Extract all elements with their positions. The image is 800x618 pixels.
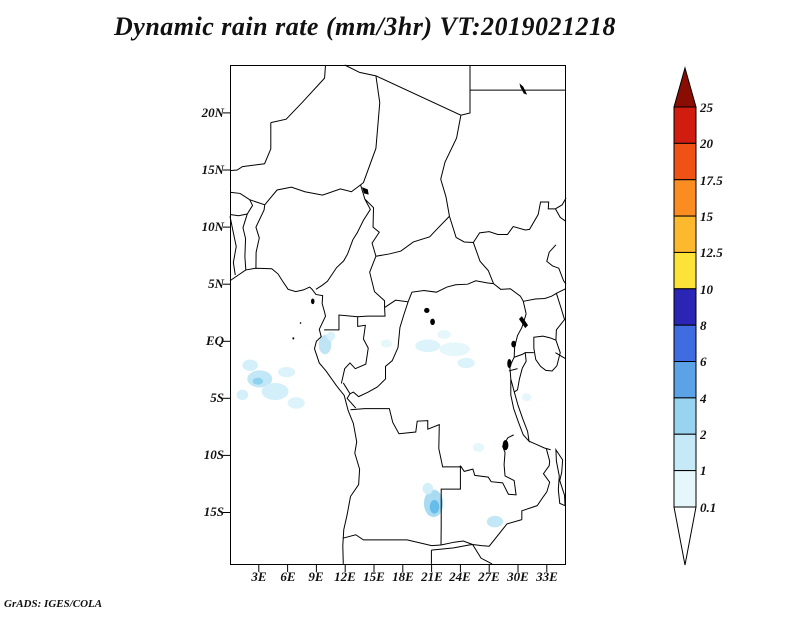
lon-label-12e: 12E [334, 569, 356, 584]
colorbar-label-12-5: 12.5 [700, 245, 723, 260]
colorbar-label-0-1: 0.1 [700, 500, 717, 515]
lon-label-6e: 6E [280, 569, 296, 584]
page-title: Dynamic rain rate (mm/3hr) VT:2019021218 [114, 12, 616, 41]
lon-label-33e: 33E [536, 569, 558, 584]
colorbar-label-8: 8 [700, 318, 707, 333]
colorbar-seg-6 [673, 361, 697, 399]
borders-west-path [230, 65, 361, 275]
coastline-path [230, 268, 360, 564]
colorbar-seg-2 [673, 433, 697, 472]
grads-credit: GrADS: IGES/COLA [4, 598, 103, 610]
lon-label-24e: 24E [449, 569, 471, 584]
lon-label-3e: 3E [251, 569, 267, 584]
colorbar-seg-4 [673, 397, 697, 435]
colorbar-seg-12-5 [673, 251, 697, 290]
lon-label-9e: 9E [308, 569, 324, 584]
lat-label-15s: 15S [203, 504, 224, 519]
lat-label-eq: EQ [205, 333, 224, 348]
lat-label-15n: 15N [201, 162, 224, 177]
colorbar-seg-8 [673, 324, 697, 363]
colorbar-label-10: 10 [700, 282, 713, 297]
lon-label-21e: 21E [421, 569, 443, 584]
map-plot [223, 65, 566, 572]
lat-label-10n: 10N [201, 219, 224, 234]
geo-layer [230, 65, 566, 564]
colorbar-label-20: 20 [700, 136, 713, 151]
colorbar-seg-25 [673, 106, 697, 144]
borders-central-path [316, 185, 494, 308]
colorbar-label-17-5: 17.5 [700, 173, 723, 188]
lat-label-5n: 5N [208, 276, 224, 291]
lat-label-20n: 20N [201, 105, 224, 120]
lat-label-5s: 5S [210, 390, 224, 405]
lat-ticks [223, 112, 230, 513]
lat-label-10s: 10S [203, 447, 224, 462]
lon-label-27e: 27E [478, 569, 500, 584]
lon-ticks [258, 565, 548, 572]
colorbar-label-1: 1 [700, 463, 707, 478]
borders-east-path [473, 198, 566, 520]
colorbar-top-arrow [673, 66, 697, 108]
borders-south-path [343, 409, 522, 564]
colorbar-seg-10 [673, 288, 697, 326]
lon-label-15e: 15E [363, 569, 385, 584]
colorbar-label-15: 15 [700, 209, 713, 224]
lon-label-30e: 30E [507, 569, 529, 584]
colorbar-label-25: 25 [700, 100, 713, 115]
colorbar-seg-15 [673, 215, 697, 253]
colorbar-seg-1 [673, 470, 697, 508]
colorbar-label-4: 4 [700, 391, 707, 406]
rain-shading [236, 329, 532, 528]
lakes-outline-path [511, 336, 565, 506]
colorbar-label-2: 2 [700, 427, 707, 442]
small-lakes [292, 83, 529, 451]
map-frame [230, 65, 566, 565]
lon-label-18e: 18E [392, 569, 414, 584]
borders-north-path [345, 65, 566, 216]
colorbar-bottom-arrow [673, 506, 697, 566]
colorbar [673, 66, 697, 566]
colorbar-seg-17-5 [673, 179, 697, 217]
borders-congo-path [324, 281, 493, 408]
colorbar-seg-20 [673, 142, 697, 181]
colorbar-label-6: 6 [700, 354, 707, 369]
